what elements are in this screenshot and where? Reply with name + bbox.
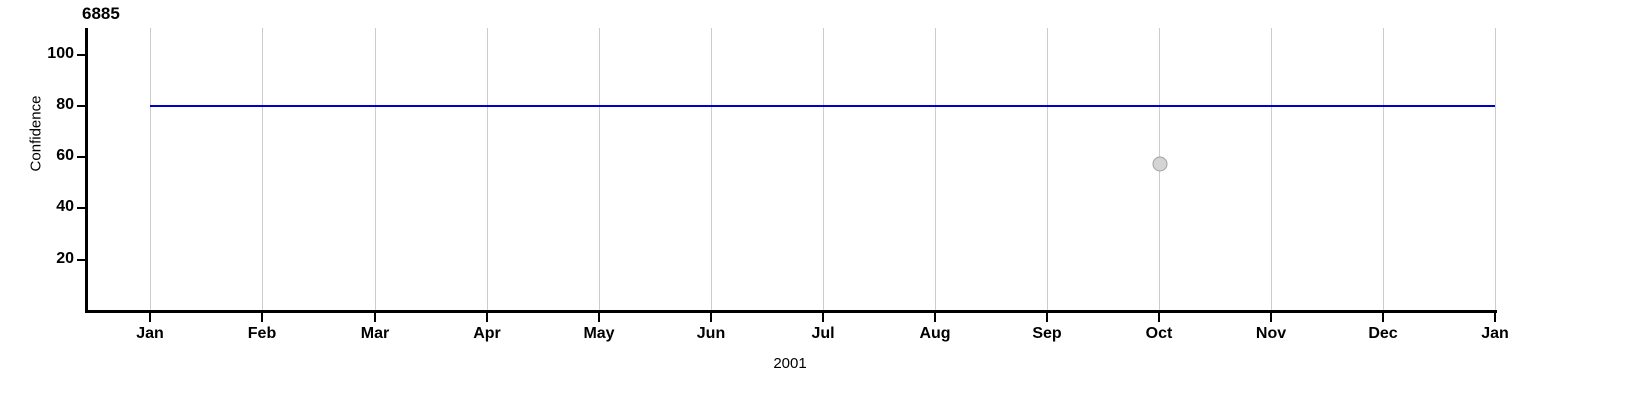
y-tick-label: 100 <box>47 44 74 62</box>
x-tick-mark <box>486 313 488 322</box>
gridline <box>150 28 151 310</box>
data-point[interactable] <box>1152 156 1168 172</box>
gridline <box>1495 28 1496 310</box>
gridline <box>375 28 376 310</box>
x-tick-mark <box>149 313 151 322</box>
x-tick-label: Apr <box>473 325 501 342</box>
y-tick-mark <box>77 53 85 56</box>
x-tick-label: Feb <box>247 325 277 342</box>
x-tick-mark <box>1270 313 1272 322</box>
x-tick-mark <box>261 313 263 322</box>
x-tick-label: Jun <box>696 325 726 342</box>
gridline <box>599 28 600 310</box>
y-tick-mark <box>77 207 85 210</box>
x-tick-label: Jan <box>1481 325 1509 342</box>
x-tick-label: Jul <box>811 325 835 342</box>
gridline <box>1271 28 1272 310</box>
x-tick-label: Aug <box>919 325 951 342</box>
gridline <box>1383 28 1384 310</box>
y-tick-mark <box>77 104 85 107</box>
x-axis-spine <box>85 310 1497 313</box>
x-tick-label: Nov <box>1255 325 1287 342</box>
chart-title: 6885 <box>82 4 120 23</box>
y-tick-mark <box>77 258 85 261</box>
x-tick-label: May <box>583 325 615 342</box>
gridline <box>487 28 488 310</box>
x-tick-mark <box>822 313 824 322</box>
x-tick-label: Jan <box>136 325 164 342</box>
gridline <box>1047 28 1048 310</box>
x-tick-mark <box>1494 313 1496 322</box>
gridline <box>935 28 936 310</box>
plot-area: 20 40 60 80 100 Jan Feb Mar Apr May Jun Jul Aug Sep O… <box>47 28 1509 342</box>
x-tick-mark <box>710 313 712 322</box>
gridline <box>262 28 263 310</box>
gridline <box>823 28 824 310</box>
y-axis-spine <box>85 28 88 310</box>
x-axis-label: 2001 <box>773 355 807 372</box>
y-tick-label: 80 <box>56 95 74 113</box>
x-tick-mark <box>934 313 936 322</box>
x-tick-label: Mar <box>360 325 390 342</box>
x-tick-mark <box>374 313 376 322</box>
threshold-line <box>150 104 1495 107</box>
x-tick-mark <box>1046 313 1048 322</box>
y-tick-mark <box>77 156 85 159</box>
y-tick-label: 40 <box>56 198 74 216</box>
y-tick-label: 20 <box>56 249 74 267</box>
y-tick-label: 60 <box>56 147 74 165</box>
x-tick-label: Sep <box>1032 325 1062 342</box>
x-tick-label: Oct <box>1145 325 1173 342</box>
y-axis-label: Confidence <box>27 95 45 172</box>
x-tick-label: Dec <box>1368 325 1398 342</box>
x-tick-mark <box>598 313 600 322</box>
x-tick-mark <box>1382 313 1384 322</box>
gridline <box>711 28 712 310</box>
x-tick-mark <box>1158 313 1160 322</box>
